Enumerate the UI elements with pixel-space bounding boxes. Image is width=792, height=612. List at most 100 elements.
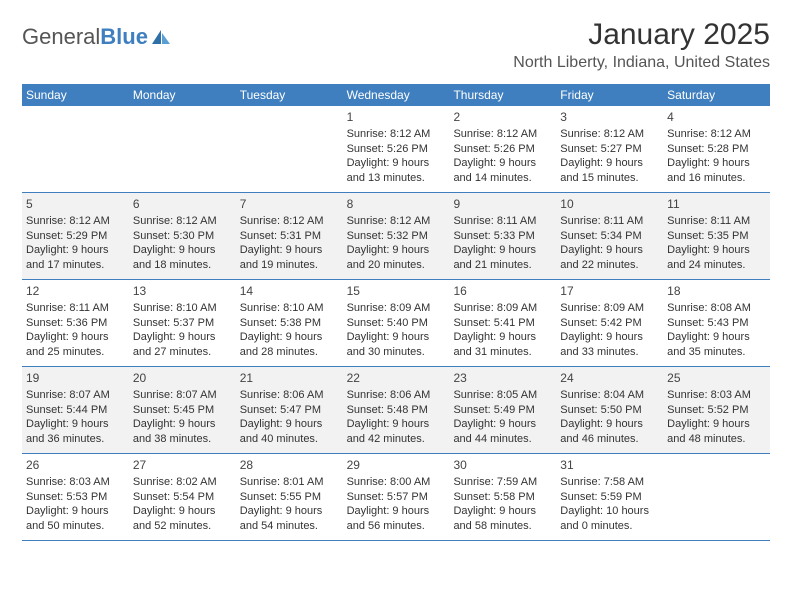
- day-number: 23: [453, 371, 552, 385]
- sunset-text: Sunset: 5:48 PM: [347, 403, 446, 418]
- sunset-text: Sunset: 5:43 PM: [667, 316, 766, 331]
- day-cell: 19 Sunrise: 8:07 AMSunset: 5:44 PMDayligh…: [22, 367, 129, 453]
- day-info: Sunrise: 8:09 AMSunset: 5:40 PMDaylight:…: [347, 301, 446, 359]
- day-info: Sunrise: 8:10 AMSunset: 5:37 PMDaylight:…: [133, 301, 232, 359]
- weekday-header: Tuesday: [236, 84, 343, 106]
- sunrise-text: Sunrise: 8:12 AM: [560, 127, 659, 142]
- sunset-text: Sunset: 5:27 PM: [560, 142, 659, 157]
- daylight-text: Daylight: 9 hours and 15 minutes.: [560, 156, 659, 185]
- sunset-text: Sunset: 5:28 PM: [667, 142, 766, 157]
- day-cell: 2Sunrise: 8:12 AMSunset: 5:26 PMDaylight…: [449, 106, 556, 192]
- daylight-text: Daylight: 9 hours and 27 minutes.: [133, 330, 232, 359]
- day-cell: 25 Sunrise: 8:03 AMSunset: 5:52 PMDayligh…: [663, 367, 770, 453]
- day-number: 8: [347, 197, 446, 211]
- sunrise-text: Sunrise: 8:07 AM: [133, 388, 232, 403]
- sunrise-text: Sunrise: 8:05 AM: [453, 388, 552, 403]
- sunrise-text: Sunrise: 8:06 AM: [347, 388, 446, 403]
- day-cell: 20Sunrise: 8:07 AMSunset: 5:45 PMDayligh…: [129, 367, 236, 453]
- location: North Liberty, Indiana, United States: [513, 54, 770, 72]
- day-cell: 9Sunrise: 8:11 AMSunset: 5:33 PMDaylight…: [449, 193, 556, 279]
- logo: GeneralBlue: [22, 18, 171, 50]
- sunrise-text: Sunrise: 8:12 AM: [133, 214, 232, 229]
- day-number: 29: [347, 458, 446, 472]
- day-info: Sunrise: 8:06 AMSunset: 5:48 PMDaylight:…: [347, 388, 446, 446]
- day-cell: 24 Sunrise: 8:04 AMSunset: 5:50 PMDayligh…: [556, 367, 663, 453]
- day-info: Sunrise: 8:07 AMSunset: 5:44 PMDaylight:…: [26, 388, 125, 446]
- day-cell: 16 Sunrise: 8:09 AMSunset: 5:41 PMDayligh…: [449, 280, 556, 366]
- day-number: 13: [133, 284, 232, 298]
- day-cell: 14Sunrise: 8:10 AMSunset: 5:38 PMDayligh…: [236, 280, 343, 366]
- day-number: 18: [667, 284, 766, 298]
- day-info: Sunrise: 8:12 AMSunset: 5:28 PMDaylight:…: [667, 127, 766, 185]
- day-info: Sunrise: 8:12 AMSunset: 5:30 PMDaylight:…: [133, 214, 232, 272]
- weekday-header: Thursday: [449, 84, 556, 106]
- sunrise-text: Sunrise: 8:02 AM: [133, 475, 232, 490]
- day-number: 6: [133, 197, 232, 211]
- sunrise-text: Sunrise: 8:00 AM: [347, 475, 446, 490]
- sunrise-text: Sunrise: 8:03 AM: [667, 388, 766, 403]
- sunset-text: Sunset: 5:30 PM: [133, 229, 232, 244]
- sunset-text: Sunset: 5:52 PM: [667, 403, 766, 418]
- day-cell: 26Sunrise: 8:03 AMSunset: 5:53 PMDayligh…: [22, 454, 129, 540]
- day-number: 21: [240, 371, 339, 385]
- sunset-text: Sunset: 5:45 PM: [133, 403, 232, 418]
- day-info: Sunrise: 8:04 AMSunset: 5:50 PMDaylight:…: [560, 388, 659, 446]
- day-cell: 7Sunrise: 8:12 AMSunset: 5:31 PMDaylight…: [236, 193, 343, 279]
- title-block: January 2025 North Liberty, Indiana, Uni…: [513, 18, 770, 72]
- sunset-text: Sunset: 5:42 PM: [560, 316, 659, 331]
- daylight-text: Daylight: 9 hours and 18 minutes.: [133, 243, 232, 272]
- daylight-text: Daylight: 9 hours and 48 minutes.: [667, 417, 766, 446]
- day-number: 12: [26, 284, 125, 298]
- sunset-text: Sunset: 5:35 PM: [667, 229, 766, 244]
- day-info: Sunrise: 7:59 AMSunset: 5:58 PMDaylight:…: [453, 475, 552, 533]
- day-number: 19: [26, 371, 125, 385]
- sunset-text: Sunset: 5:36 PM: [26, 316, 125, 331]
- day-info: Sunrise: 8:11 AMSunset: 5:35 PMDaylight:…: [667, 214, 766, 272]
- calendar: SundayMondayTuesdayWednesdayThursdayFrid…: [22, 84, 770, 541]
- sunrise-text: Sunrise: 8:09 AM: [453, 301, 552, 316]
- day-number: 25: [667, 371, 766, 385]
- sunrise-text: Sunrise: 8:08 AM: [667, 301, 766, 316]
- daylight-text: Daylight: 9 hours and 40 minutes.: [240, 417, 339, 446]
- sunset-text: Sunset: 5:41 PM: [453, 316, 552, 331]
- sunset-text: Sunset: 5:59 PM: [560, 490, 659, 505]
- sunrise-text: Sunrise: 8:11 AM: [26, 301, 125, 316]
- daylight-text: Daylight: 9 hours and 44 minutes.: [453, 417, 552, 446]
- weekday-header: Wednesday: [343, 84, 450, 106]
- sunrise-text: Sunrise: 8:11 AM: [453, 214, 552, 229]
- day-info: Sunrise: 8:05 AMSunset: 5:49 PMDaylight:…: [453, 388, 552, 446]
- day-cell: 17Sunrise: 8:09 AMSunset: 5:42 PMDayligh…: [556, 280, 663, 366]
- daylight-text: Daylight: 9 hours and 20 minutes.: [347, 243, 446, 272]
- sunset-text: Sunset: 5:32 PM: [347, 229, 446, 244]
- sunrise-text: Sunrise: 8:12 AM: [453, 127, 552, 142]
- daylight-text: Daylight: 9 hours and 21 minutes.: [453, 243, 552, 272]
- sunset-text: Sunset: 5:31 PM: [240, 229, 339, 244]
- day-info: Sunrise: 8:12 AMSunset: 5:27 PMDaylight:…: [560, 127, 659, 185]
- day-info: Sunrise: 8:12 AMSunset: 5:32 PMDaylight:…: [347, 214, 446, 272]
- daylight-text: Daylight: 9 hours and 38 minutes.: [133, 417, 232, 446]
- sunset-text: Sunset: 5:33 PM: [453, 229, 552, 244]
- day-info: Sunrise: 8:01 AMSunset: 5:55 PMDaylight:…: [240, 475, 339, 533]
- sunrise-text: Sunrise: 8:12 AM: [667, 127, 766, 142]
- daylight-text: Daylight: 9 hours and 52 minutes.: [133, 504, 232, 533]
- day-number: 1: [347, 110, 446, 124]
- daylight-text: Daylight: 9 hours and 33 minutes.: [560, 330, 659, 359]
- day-info: Sunrise: 8:03 AMSunset: 5:52 PMDaylight:…: [667, 388, 766, 446]
- daylight-text: Daylight: 9 hours and 19 minutes.: [240, 243, 339, 272]
- day-info: Sunrise: 8:12 AMSunset: 5:26 PMDaylight:…: [453, 127, 552, 185]
- day-cell: 22Sunrise: 8:06 AMSunset: 5:48 PMDayligh…: [343, 367, 450, 453]
- sunrise-text: Sunrise: 8:11 AM: [560, 214, 659, 229]
- sunset-text: Sunset: 5:40 PM: [347, 316, 446, 331]
- daylight-text: Daylight: 9 hours and 31 minutes.: [453, 330, 552, 359]
- daylight-text: Daylight: 10 hours and 0 minutes.: [560, 504, 659, 533]
- sunset-text: Sunset: 5:29 PM: [26, 229, 125, 244]
- logo-text-general: General: [22, 24, 100, 49]
- day-number: 24: [560, 371, 659, 385]
- daylight-text: Daylight: 9 hours and 56 minutes.: [347, 504, 446, 533]
- day-number: 16: [453, 284, 552, 298]
- daylight-text: Daylight: 9 hours and 54 minutes.: [240, 504, 339, 533]
- day-cell: [236, 106, 343, 192]
- day-info: Sunrise: 8:12 AMSunset: 5:26 PMDaylight:…: [347, 127, 446, 185]
- day-cell: 3Sunrise: 8:12 AMSunset: 5:27 PMDaylight…: [556, 106, 663, 192]
- daylight-text: Daylight: 9 hours and 36 minutes.: [26, 417, 125, 446]
